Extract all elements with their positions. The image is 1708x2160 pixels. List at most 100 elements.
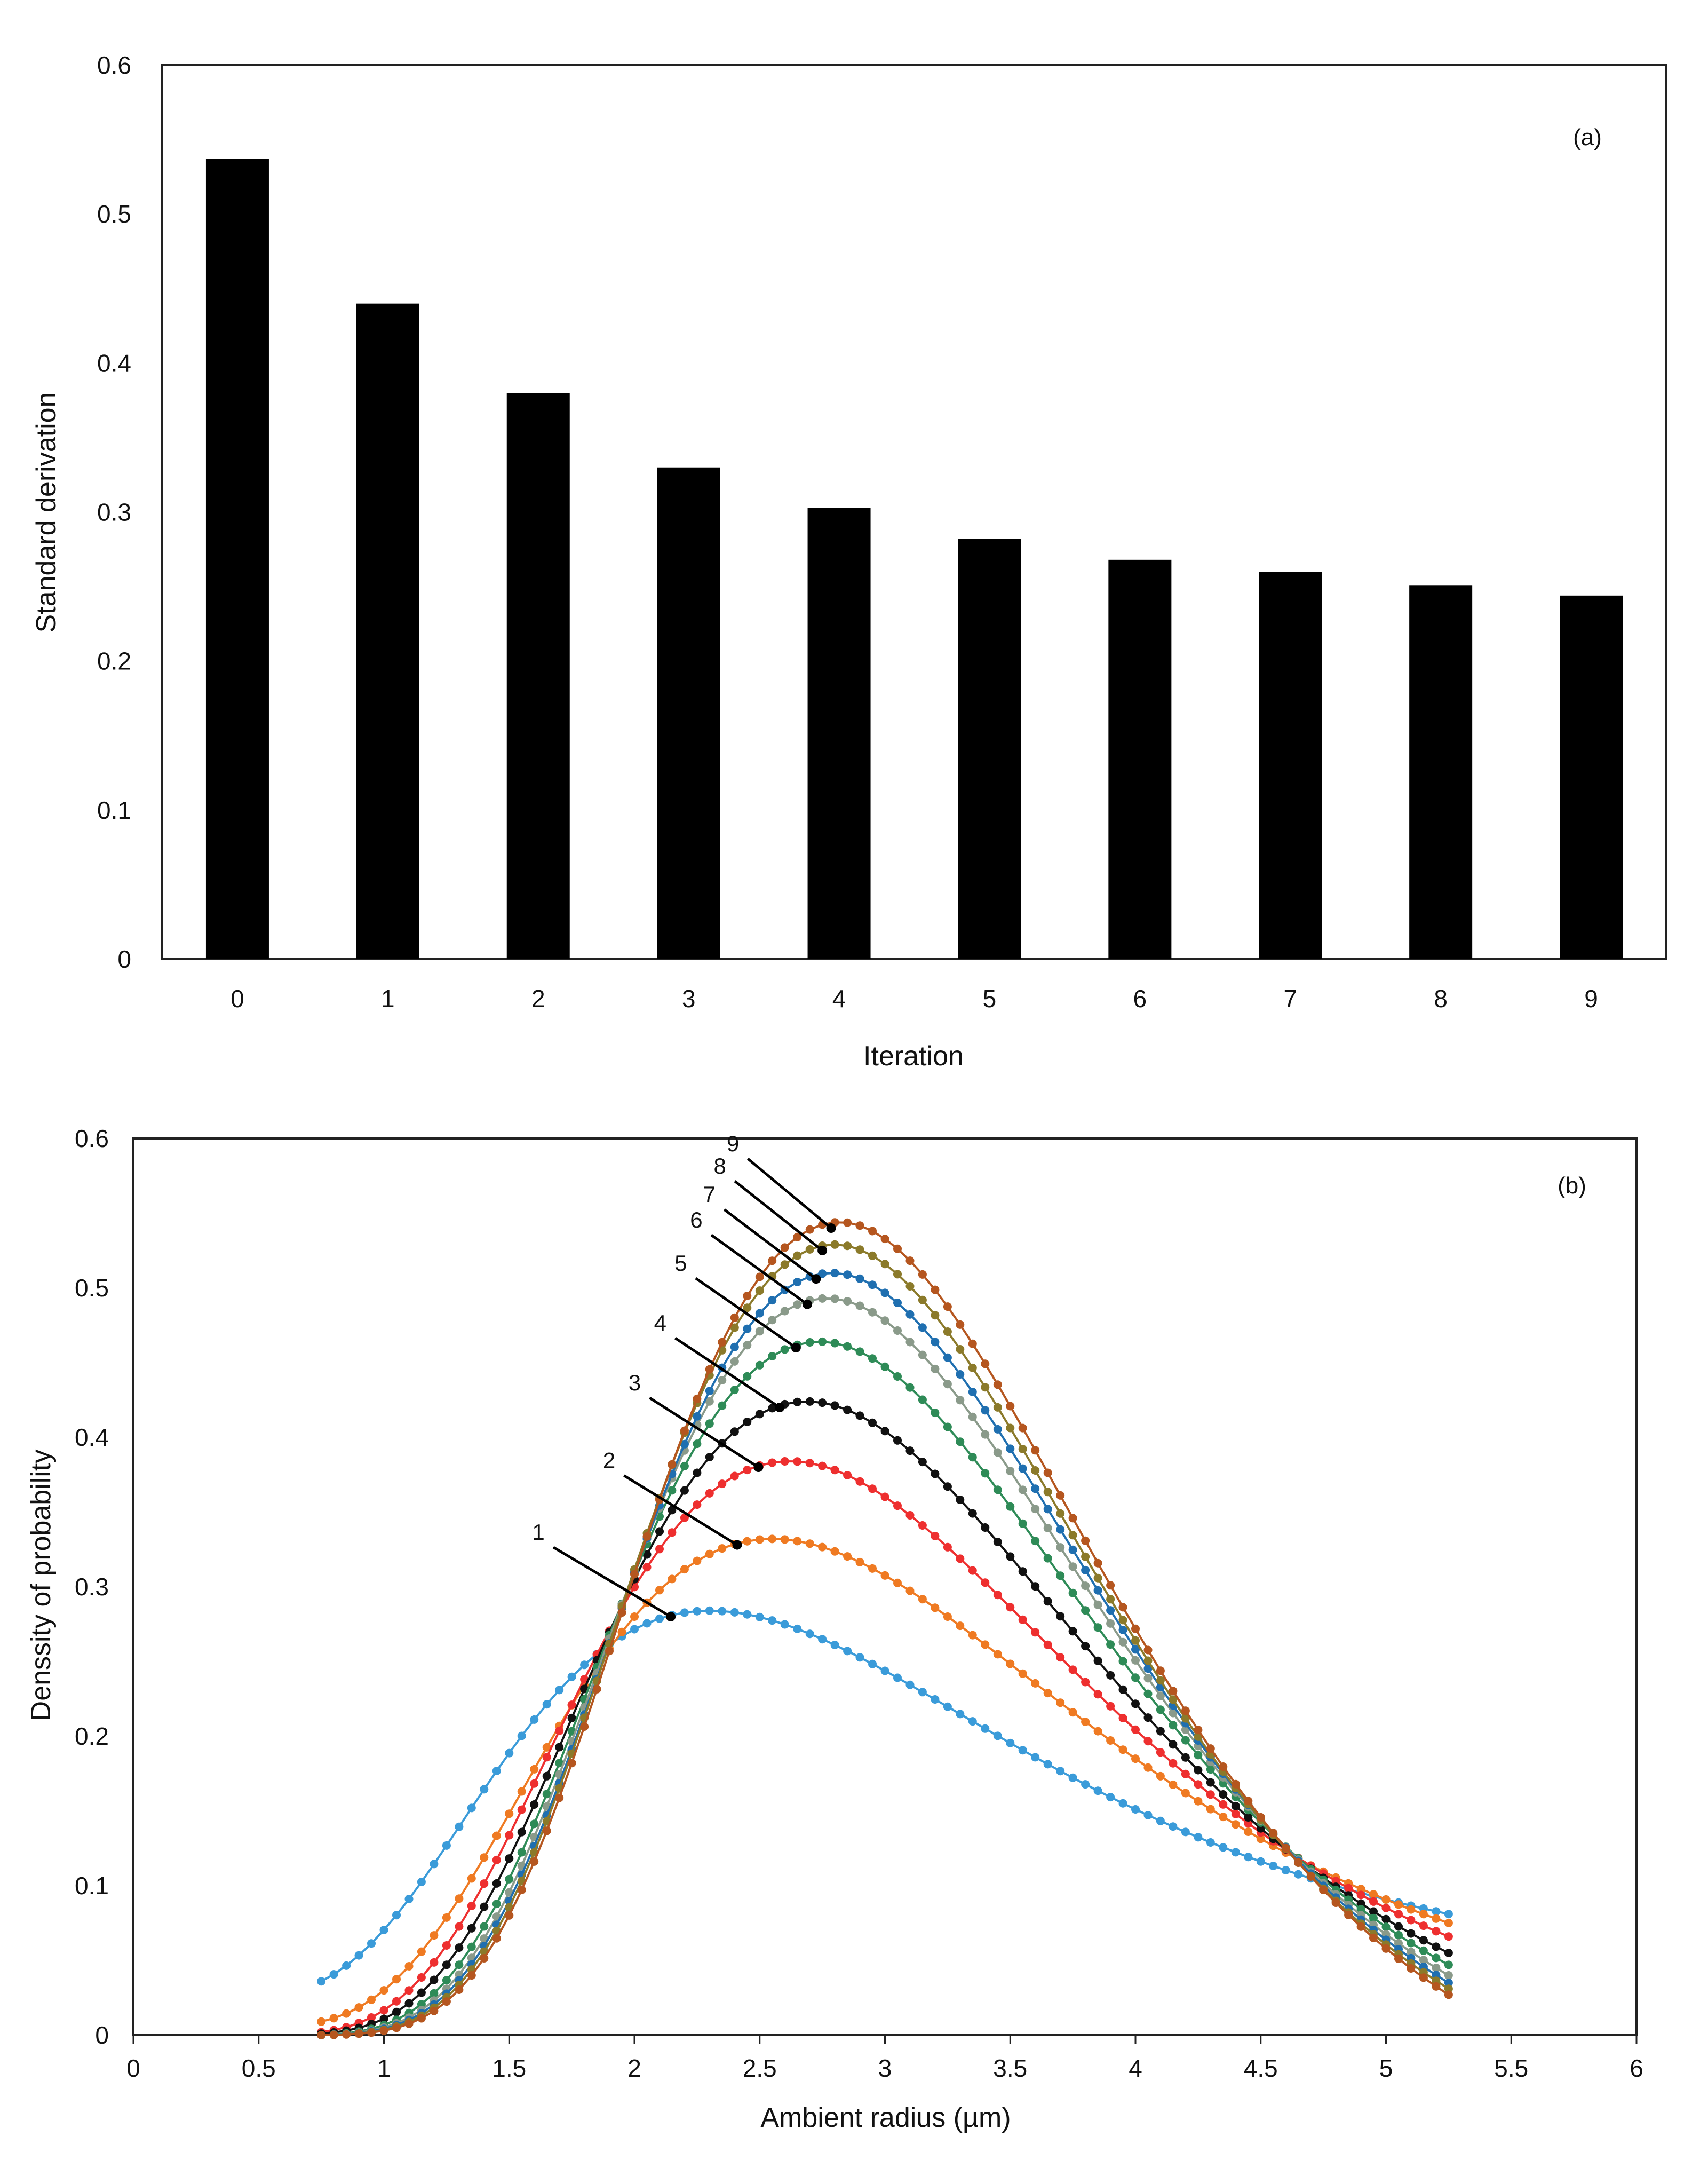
- y-tick-label: 0: [95, 2021, 109, 2049]
- data-point: [830, 1294, 839, 1303]
- annotation-label: 6: [690, 1207, 702, 1232]
- data-point: [1043, 1760, 1052, 1769]
- data-point: [818, 1542, 827, 1552]
- data-point: [1181, 1706, 1190, 1715]
- data-point: [743, 1466, 752, 1475]
- data-point: [379, 2014, 388, 2023]
- data-point: [968, 1631, 977, 1640]
- data-point: [1018, 1567, 1027, 1576]
- data-point: [1106, 1671, 1115, 1680]
- data-point: [843, 1405, 852, 1414]
- data-point: [505, 1874, 514, 1884]
- data-point: [1043, 1689, 1052, 1698]
- x-tick-label: 2.5: [743, 2054, 777, 2082]
- data-point: [918, 1521, 927, 1530]
- data-point: [993, 1650, 1002, 1659]
- data-point: [1018, 1485, 1027, 1494]
- data-point: [855, 1347, 864, 1356]
- data-point: [830, 1641, 839, 1649]
- y-tick-label: 0.3: [97, 499, 131, 526]
- data-point: [1219, 1790, 1228, 1799]
- data-point: [730, 1386, 739, 1395]
- data-point: [317, 2031, 326, 2039]
- panel-a-plot-frame: [161, 64, 1667, 960]
- data-point: [1018, 1615, 1027, 1624]
- data-point: [542, 1826, 551, 1835]
- data-point: [1156, 1727, 1165, 1736]
- data-point: [730, 1427, 739, 1436]
- data-point: [1331, 1898, 1340, 1907]
- panel-b-line-chart: 0 0.1 0.2 0.3 0.4 0.5 0.6 0 0.5 1 1.5 2 2.5 3 3.5 4 4.5…: [26, 1125, 1643, 2133]
- data-point: [893, 1578, 902, 1587]
- data-point: [693, 1556, 702, 1565]
- data-point: [1093, 1586, 1102, 1595]
- data-point: [893, 1673, 902, 1682]
- data-point: [480, 1954, 489, 1963]
- data-point: [567, 1759, 576, 1768]
- annotation-label: 2: [603, 1448, 615, 1473]
- y-tick-label: 0.2: [97, 647, 131, 675]
- data-point: [943, 1612, 952, 1621]
- data-point: [392, 2007, 401, 2016]
- data-point: [1031, 1679, 1040, 1688]
- data-point: [1356, 1905, 1365, 1913]
- data-point: [1131, 1699, 1140, 1708]
- data-point: [905, 1446, 915, 1455]
- data-point: [1093, 1786, 1102, 1795]
- data-point: [981, 1523, 990, 1532]
- data-point: [843, 1241, 852, 1251]
- data-point: [743, 1341, 752, 1350]
- data-point: [880, 1362, 889, 1371]
- data-point: [981, 1359, 990, 1368]
- data-point: [1169, 1740, 1178, 1749]
- panel-b-x-axis-title: Ambient radius (µm): [760, 2102, 1011, 2133]
- data-point: [730, 1471, 739, 1481]
- data-point: [1432, 1953, 1441, 1963]
- data-point: [943, 1482, 952, 1491]
- data-point: [718, 1338, 727, 1347]
- data-point: [492, 1934, 501, 1943]
- y-tick-label: 0.4: [75, 1423, 109, 1451]
- data-point: [780, 1345, 789, 1354]
- data-point: [655, 1545, 664, 1554]
- data-point: [1444, 1971, 1453, 1980]
- data-point: [1169, 1695, 1178, 1704]
- data-point: [442, 1960, 451, 1969]
- data-point: [1169, 1687, 1178, 1696]
- data-point: [843, 1552, 852, 1561]
- data-point: [830, 1466, 839, 1475]
- data-point: [1306, 1872, 1315, 1881]
- data-point: [480, 1785, 489, 1794]
- data-point: [430, 1931, 439, 1940]
- data-point: [943, 1702, 952, 1711]
- data-point: [1219, 1800, 1228, 1809]
- data-point: [718, 1607, 727, 1616]
- data-point: [1369, 1913, 1378, 1922]
- panel-a-x-axis-title: Iteration: [863, 1041, 964, 1072]
- data-point: [1006, 1738, 1015, 1747]
- data-point: [893, 1299, 902, 1307]
- data-point: [430, 1975, 439, 1984]
- series-iteration-9: [317, 1218, 1453, 2039]
- data-point: [1231, 1820, 1240, 1829]
- data-point: [1106, 1793, 1115, 1802]
- data-point: [993, 1448, 1002, 1457]
- data-point: [617, 1627, 626, 1636]
- data-point: [768, 1352, 777, 1360]
- data-point: [1093, 1600, 1102, 1609]
- data-point: [404, 1986, 414, 1995]
- data-point: [1031, 1628, 1040, 1637]
- data-point: [931, 1603, 940, 1612]
- annotation-arrow-head: [791, 1343, 801, 1352]
- data-point: [880, 1288, 889, 1297]
- y-tick-label: 0.6: [75, 1125, 109, 1152]
- data-point: [743, 1610, 752, 1619]
- data-point: [893, 1326, 902, 1335]
- data-point: [855, 1653, 864, 1662]
- data-point: [1256, 1834, 1265, 1843]
- data-point: [805, 1459, 814, 1468]
- data-point: [1143, 1811, 1153, 1819]
- data-point: [1444, 1960, 1453, 1969]
- data-point: [680, 1565, 689, 1574]
- data-point: [492, 1879, 501, 1888]
